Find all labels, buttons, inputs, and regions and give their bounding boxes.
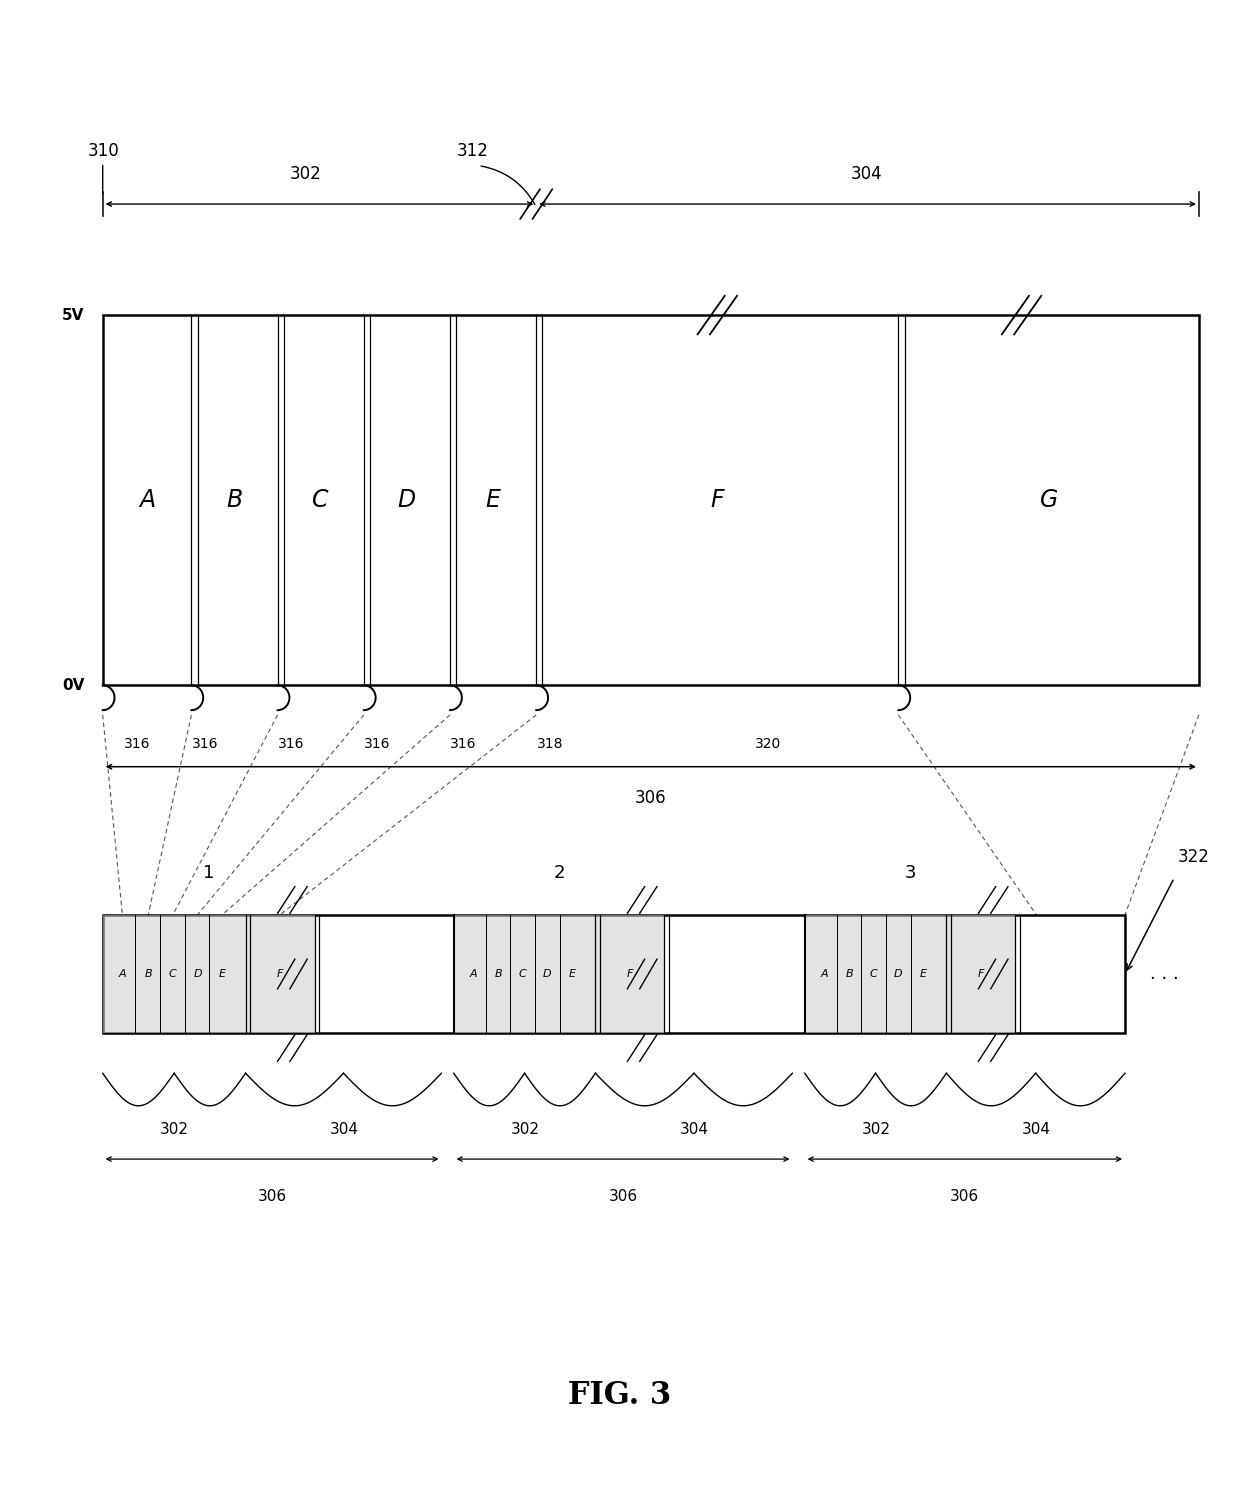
- Text: 316: 316: [192, 737, 218, 750]
- Text: A: A: [821, 969, 828, 978]
- Text: E: E: [218, 969, 226, 978]
- Text: . . .: . . .: [1149, 965, 1178, 983]
- Text: 3: 3: [904, 864, 916, 881]
- Bar: [103, 914, 246, 1033]
- Text: 1: 1: [203, 864, 215, 881]
- Text: 318: 318: [537, 737, 563, 750]
- Bar: [246, 914, 315, 1033]
- Text: B: B: [495, 969, 502, 978]
- Text: FIG. 3: FIG. 3: [568, 1380, 672, 1412]
- Text: D: D: [398, 488, 417, 512]
- Bar: [946, 914, 1016, 1033]
- Text: 306: 306: [950, 1188, 980, 1203]
- Text: A: A: [119, 969, 126, 978]
- Text: 310: 310: [88, 141, 120, 159]
- Text: 5V: 5V: [62, 308, 84, 323]
- Bar: [595, 914, 665, 1033]
- Text: F: F: [277, 969, 283, 978]
- Text: 302: 302: [160, 1123, 188, 1138]
- Text: 316: 316: [450, 737, 477, 750]
- Text: C: C: [869, 969, 878, 978]
- Text: A: A: [470, 969, 477, 978]
- Text: C: C: [169, 969, 177, 978]
- Text: D: D: [894, 969, 903, 978]
- Text: D: D: [543, 969, 552, 978]
- Text: B: B: [846, 969, 853, 978]
- Text: E: E: [486, 488, 501, 512]
- Text: 306: 306: [609, 1188, 639, 1203]
- Bar: [805, 914, 946, 1033]
- Text: D: D: [193, 969, 202, 978]
- Text: F: F: [626, 969, 634, 978]
- Text: 304: 304: [330, 1123, 358, 1138]
- Bar: [454, 914, 595, 1033]
- Text: G: G: [1039, 488, 1058, 512]
- Text: A: A: [139, 488, 155, 512]
- Text: B: B: [144, 969, 153, 978]
- Text: 316: 316: [278, 737, 304, 750]
- Text: 306: 306: [258, 1188, 288, 1203]
- Text: 316: 316: [365, 737, 391, 750]
- Text: E: E: [920, 969, 926, 978]
- Text: 306: 306: [635, 789, 667, 807]
- Text: 316: 316: [124, 737, 150, 750]
- Text: 302: 302: [511, 1123, 539, 1138]
- Text: B: B: [227, 488, 243, 512]
- Text: C: C: [518, 969, 527, 978]
- Text: 304: 304: [851, 165, 882, 183]
- Text: 322: 322: [1178, 847, 1210, 867]
- Text: F: F: [711, 488, 724, 512]
- Bar: [103, 316, 1199, 685]
- Text: E: E: [568, 969, 575, 978]
- Text: 320: 320: [755, 737, 781, 750]
- Text: 304: 304: [680, 1123, 708, 1138]
- Text: 302: 302: [862, 1123, 890, 1138]
- Text: 312: 312: [456, 141, 489, 159]
- Text: F: F: [977, 969, 985, 978]
- Text: 0V: 0V: [62, 677, 84, 692]
- Text: C: C: [312, 488, 329, 512]
- Bar: [103, 914, 1125, 1033]
- Text: 2: 2: [553, 864, 564, 881]
- Text: 302: 302: [290, 165, 322, 183]
- Text: 304: 304: [1022, 1123, 1050, 1138]
